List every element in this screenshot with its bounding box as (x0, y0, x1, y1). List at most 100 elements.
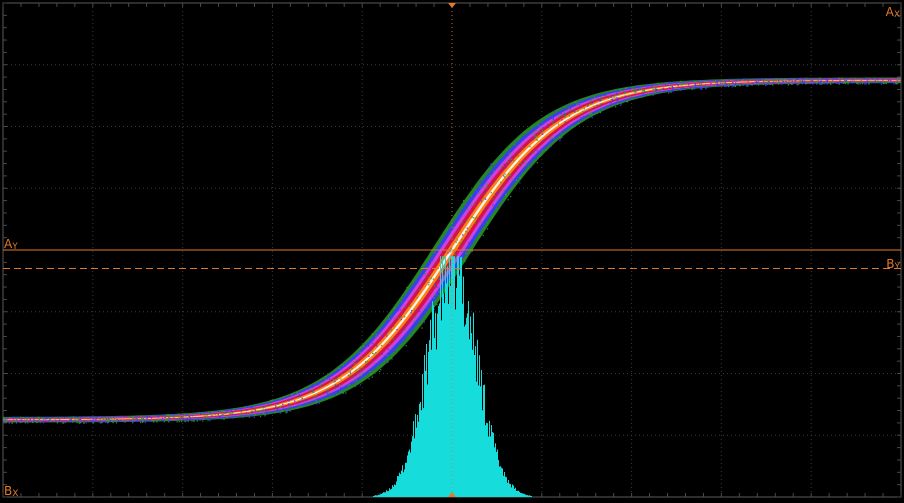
histogram-bin (520, 492, 521, 497)
trace-speckle (90, 419, 92, 421)
trace-speckle (675, 83, 678, 85)
trace-speckle (591, 116, 593, 119)
trace-speckle (311, 383, 313, 386)
cursor-ax-label[interactable]: AX (885, 5, 900, 20)
trace-speckle (318, 402, 321, 405)
cursor-by-label[interactable]: BY (886, 257, 900, 272)
histogram-bin (480, 386, 481, 497)
trace-speckle (434, 284, 436, 286)
trace-speckle (18, 417, 20, 419)
trace-speckle (741, 83, 743, 85)
trace-speckle (473, 217, 475, 219)
trace-speckle (819, 77, 821, 79)
trace-speckle (364, 344, 366, 346)
trace-speckle (378, 370, 381, 373)
trace-speckle (139, 418, 141, 420)
trace-speckle (353, 376, 355, 378)
histogram-bin (378, 494, 379, 497)
trace-speckle (288, 403, 290, 405)
trace-speckle (571, 126, 573, 128)
trace-speckle (68, 420, 70, 422)
trace-speckle (444, 239, 447, 241)
trace-speckle (563, 113, 565, 115)
trace-speckle (251, 407, 253, 409)
trace-speckle (680, 89, 682, 91)
trace-speckle (810, 78, 812, 80)
trace-speckle (394, 350, 396, 353)
trace-speckle (893, 83, 895, 85)
trace-speckle (285, 412, 287, 414)
trace-speckle (339, 384, 341, 386)
trace-speckle (347, 367, 350, 369)
trace-speckle (204, 415, 206, 417)
trace-speckle (532, 157, 534, 159)
trace-speckle (57, 417, 59, 419)
trace-speckle (21, 419, 23, 421)
trace-speckle (542, 127, 544, 129)
trace-speckle (864, 78, 867, 80)
trace-speckle (15, 422, 18, 424)
trace-speckle (380, 344, 383, 347)
trace-speckle (64, 417, 66, 419)
trace-speckle (791, 80, 793, 82)
trace-speckle (247, 406, 249, 408)
trace-speckle (757, 84, 760, 86)
histogram-bin (453, 256, 454, 497)
trace-speckle (801, 83, 803, 85)
trace-speckle (688, 84, 690, 86)
histogram-bin (466, 317, 467, 497)
trace-speckle (260, 405, 262, 407)
trace-speckle (502, 187, 504, 189)
trace-speckle (45, 418, 47, 420)
trace-speckle (305, 399, 307, 401)
trace-speckle (458, 209, 460, 212)
histogram-bin (512, 484, 513, 497)
trace-speckle (591, 102, 594, 104)
trace-speckle (432, 278, 434, 280)
trace-speckle (240, 409, 242, 411)
trace-speckle (733, 84, 736, 87)
trace-speckle (296, 392, 298, 394)
cursor-ay-label[interactable]: AY (4, 237, 18, 252)
trace-speckle (313, 391, 315, 393)
trace-speckle (826, 83, 828, 85)
trace-speckle (149, 415, 151, 418)
trace-speckle (76, 421, 78, 424)
trace-speckle (280, 406, 282, 408)
trace-speckle (37, 416, 40, 418)
trace-speckle (764, 81, 766, 83)
trace-speckle (185, 420, 187, 422)
trace-speckle (610, 98, 613, 100)
histogram-bin (415, 414, 416, 497)
trace-speckle (385, 361, 387, 364)
trace-speckle (612, 95, 614, 97)
trace-speckle (433, 308, 435, 311)
trace-speckle (185, 420, 187, 423)
histogram-bin (454, 256, 455, 497)
trace-speckle (890, 77, 892, 79)
trace-speckle (479, 186, 481, 189)
cursor-bx-label[interactable]: BX (4, 484, 19, 499)
trace-speckle (225, 411, 228, 413)
trace-speckle (159, 418, 161, 420)
trace-speckle (94, 419, 96, 421)
trace-speckle (620, 89, 622, 91)
trace-speckle (722, 81, 724, 83)
histogram-bin (407, 455, 408, 497)
trace-speckle (637, 89, 639, 91)
trace-speckle (883, 82, 885, 85)
trace-speckle (337, 386, 339, 388)
trace-speckle (326, 389, 328, 391)
trace-speckle (512, 146, 514, 148)
trace-speckle (498, 160, 500, 163)
trace-speckle (590, 99, 592, 102)
trace-speckle (32, 421, 34, 424)
trace-speckle (368, 345, 370, 347)
trace-speckle (156, 414, 158, 417)
trace-speckle (277, 408, 279, 410)
histogram-bin (460, 257, 461, 497)
trace-speckle (355, 363, 357, 365)
trace-speckle (206, 414, 208, 416)
trace-speckle (559, 136, 561, 138)
trace-speckle (253, 409, 255, 411)
